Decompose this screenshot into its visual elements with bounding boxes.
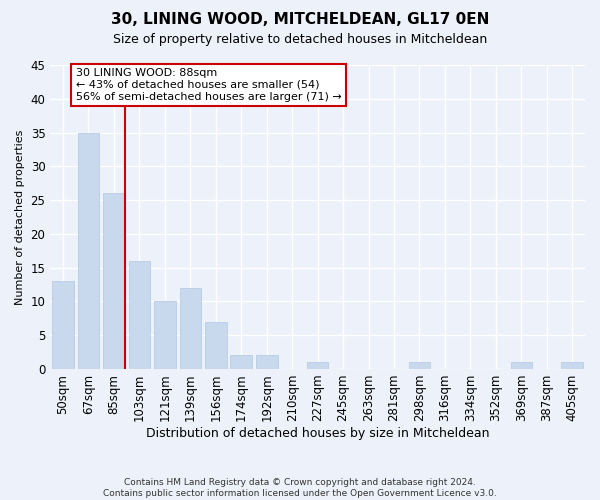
Bar <box>205 322 227 369</box>
Text: 30, LINING WOOD, MITCHELDEAN, GL17 0EN: 30, LINING WOOD, MITCHELDEAN, GL17 0EN <box>111 12 489 28</box>
Y-axis label: Number of detached properties: Number of detached properties <box>15 130 25 304</box>
Bar <box>103 194 125 369</box>
Bar <box>409 362 430 369</box>
Bar <box>179 288 201 369</box>
Bar <box>52 281 74 369</box>
Bar <box>77 132 100 369</box>
Text: Contains HM Land Registry data © Crown copyright and database right 2024.
Contai: Contains HM Land Registry data © Crown c… <box>103 478 497 498</box>
Bar <box>128 261 150 369</box>
Text: 30 LINING WOOD: 88sqm
← 43% of detached houses are smaller (54)
56% of semi-deta: 30 LINING WOOD: 88sqm ← 43% of detached … <box>76 68 341 102</box>
X-axis label: Distribution of detached houses by size in Mitcheldean: Distribution of detached houses by size … <box>146 427 490 440</box>
Bar <box>562 362 583 369</box>
Bar <box>230 356 252 369</box>
Bar <box>256 356 278 369</box>
Bar <box>154 302 176 369</box>
Text: Size of property relative to detached houses in Mitcheldean: Size of property relative to detached ho… <box>113 32 487 46</box>
Bar <box>511 362 532 369</box>
Bar <box>307 362 328 369</box>
